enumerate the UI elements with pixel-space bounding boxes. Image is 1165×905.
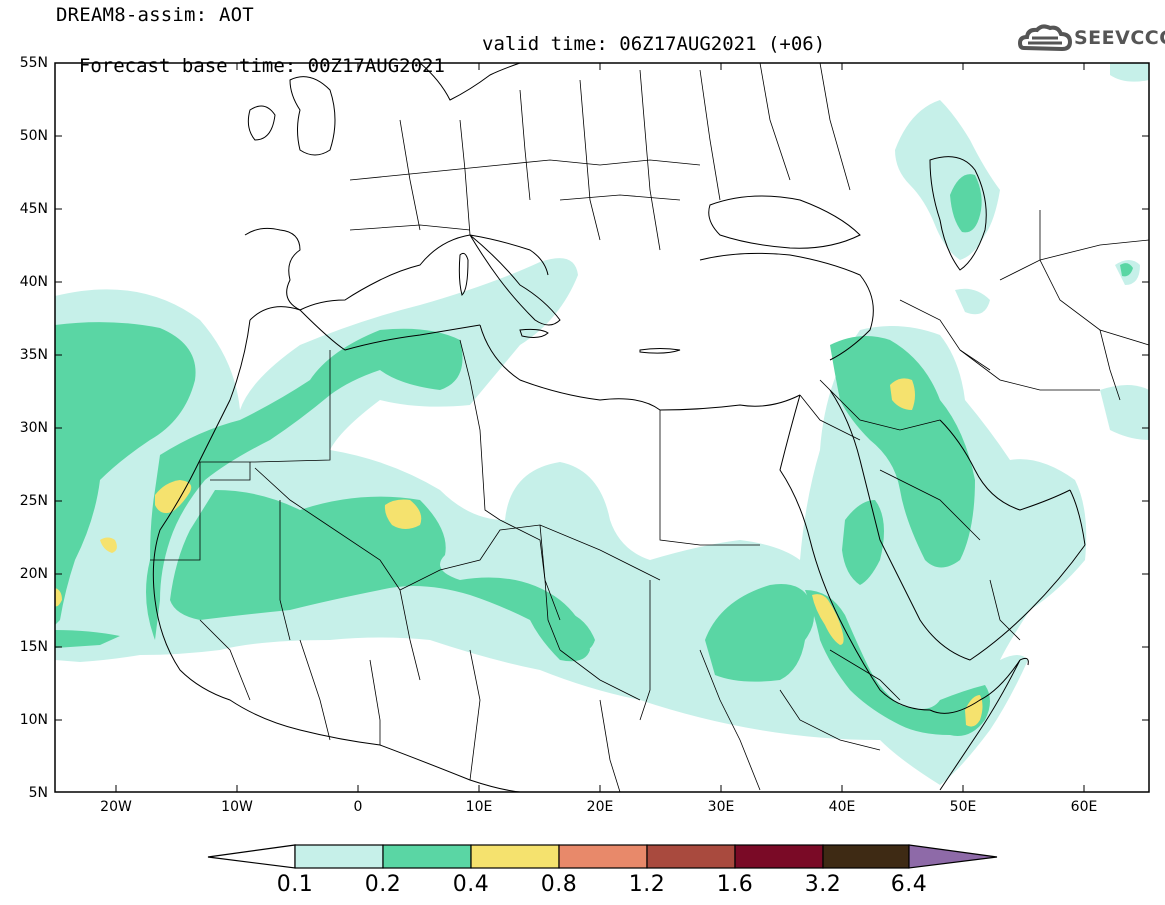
lon-label: 50E <box>949 799 977 815</box>
lon-label: 60E <box>1070 799 1098 815</box>
lon-label: 10E <box>465 799 493 815</box>
lat-label: 40N <box>19 274 48 290</box>
colorbar-label: 0.2 <box>364 872 402 897</box>
seevccc-logo: SEEVCCC <box>1017 22 1165 58</box>
lat-label: 5N <box>28 785 48 801</box>
lat-label: 45N <box>19 201 48 217</box>
colorbar-label: 0.4 <box>452 872 490 897</box>
colorbar-label: 1.6 <box>716 872 754 897</box>
colorbar-label: 3.2 <box>804 872 842 897</box>
coastlines <box>152 62 1086 793</box>
country-borders <box>150 62 1150 793</box>
lon-label: 30E <box>707 799 735 815</box>
colorbar-label: 0.1 <box>276 872 314 897</box>
cloud-icon <box>1017 24 1073 52</box>
lat-label: 30N <box>19 420 48 436</box>
map-title: DREAM8-assim: AOT <box>56 4 254 26</box>
lat-label: 50N <box>19 128 48 144</box>
valid-time: valid time: 06Z17AUG2021 (+06) <box>482 33 826 55</box>
lon-label: 40E <box>828 799 856 815</box>
lat-label: 20N <box>19 566 48 582</box>
colorbar-label: 6.4 <box>890 872 928 897</box>
forecast-base-time: Forecast base time: 00Z17AUG2021 valid t… <box>56 33 825 99</box>
aot-level-0.2 <box>55 174 1133 736</box>
lat-label: 15N <box>19 639 48 655</box>
colorbar-label: 1.2 <box>628 872 666 897</box>
aot-level-0.4 <box>55 378 983 727</box>
logo-text: SEEVCCC <box>1074 27 1165 49</box>
lon-label: 0 <box>353 799 363 815</box>
lat-label: 35N <box>19 347 48 363</box>
lat-label: 25N <box>19 493 48 509</box>
axis-ticks <box>55 62 1149 792</box>
forecast-base-label: Forecast base time: 00Z17AUG2021 <box>78 55 445 77</box>
lon-label: 20W <box>100 799 132 815</box>
lon-label: 10W <box>221 799 253 815</box>
colorbar-label: 0.8 <box>540 872 578 897</box>
lat-label: 55N <box>19 55 48 71</box>
lat-label: 10N <box>19 712 48 728</box>
lon-label: 20E <box>586 799 614 815</box>
